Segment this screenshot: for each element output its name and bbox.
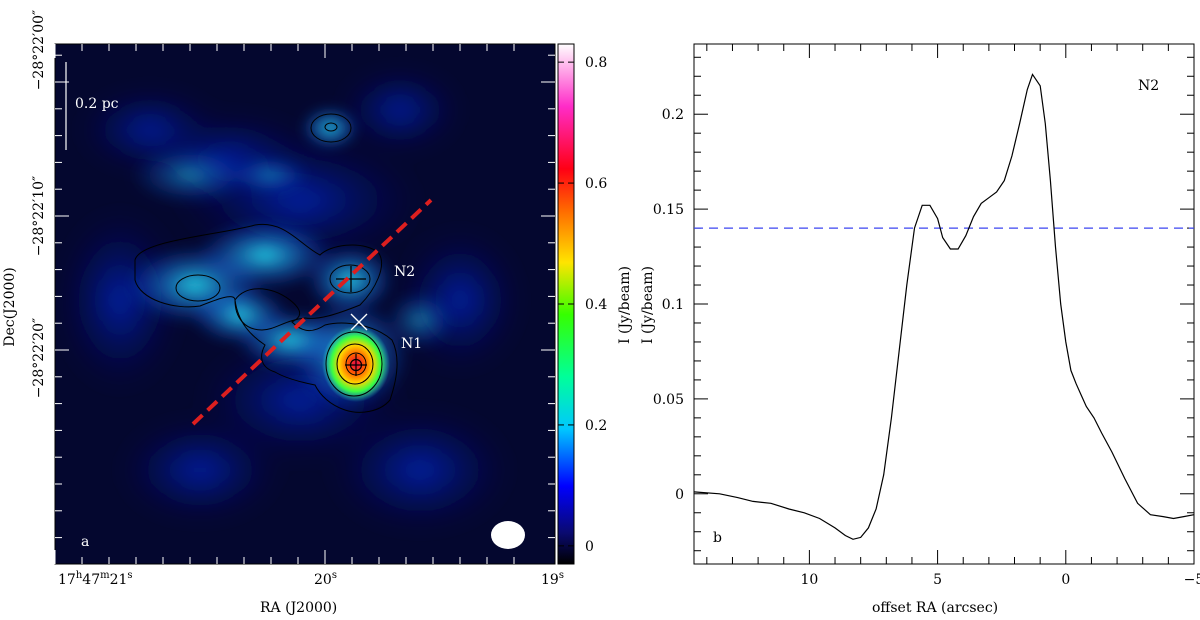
panel-b-label: b: [713, 530, 722, 546]
profile-x-tick-label: 10: [800, 572, 818, 588]
intensity-map: [55, 44, 555, 564]
ra-tick-label-21: 17h47m21s: [58, 570, 133, 588]
dec-tick-label-10: −28°22′10″: [31, 176, 47, 257]
profile-title: N2: [1138, 78, 1159, 94]
colorbar-tick-label: 0.2: [585, 418, 607, 434]
profile-x-axis-label: offset RA (arcsec): [872, 600, 998, 616]
ra-h: 17: [58, 572, 76, 588]
ra-s: 20: [314, 572, 332, 588]
profile-y-tick-label: 0.05: [653, 392, 684, 408]
dec-tick-label-20: −28°22′20″: [31, 318, 47, 399]
profile-y-tick-label: 0: [675, 487, 684, 503]
colorbar-ticks: 0 0.2 0.4 0.6 0.8: [558, 55, 607, 555]
profile-x-tick-label: 0: [1061, 572, 1070, 588]
profile-frame: [693, 43, 1195, 565]
ra-h-unit: h: [76, 570, 83, 581]
x-marker: [350, 313, 368, 331]
colorbar-label: I (Jy/beam): [617, 266, 633, 344]
map-panel: 0.2 pc a N2 N1 17h47m21s 20s 19s RA (J20…: [2, 10, 633, 616]
ra-s-unit: s: [332, 570, 337, 581]
ra-axis-label: RA (J2000): [260, 600, 337, 616]
ra-s: 19: [541, 572, 559, 588]
n2-source-label: N2: [394, 264, 415, 280]
ra-m: 47: [82, 572, 100, 588]
dec-tick-label-00: −28°22′00″: [31, 10, 47, 91]
ra-s-unit: s: [559, 570, 564, 581]
contours: [134, 113, 398, 413]
source-markers: [336, 266, 368, 376]
profile-panel: 10 5 0 −5 0 0.05 0.1 0.15 0.2 N2 b offset RA (ar…: [640, 43, 1200, 616]
dec-axis-label: Dec(J2000): [2, 267, 18, 347]
profile-y-axis-label: I (Jy/beam): [640, 266, 656, 344]
ra-s: 21: [110, 572, 128, 588]
ra-m-unit: m: [100, 570, 110, 581]
n1-source-label: N1: [401, 336, 422, 352]
profile-x-tick-label: 5: [933, 572, 942, 588]
colorbar-tick-label: 0.8: [585, 55, 607, 71]
profile-y-tick-label: 0.15: [653, 202, 684, 218]
colorbar-tick-label: 0.4: [585, 297, 607, 313]
colorbar-tick-label: 0: [585, 539, 594, 555]
n1-circle-plus-marker: [345, 354, 367, 376]
map-ticks: [54, 44, 555, 564]
panel-a-label: a: [81, 534, 89, 550]
background-emission: [60, 70, 520, 530]
ra-tick-label-20: 20s: [314, 570, 337, 588]
svg-text:19s: 19s: [541, 570, 564, 588]
cut-line: [191, 198, 433, 426]
beam-ellipse: [491, 521, 525, 549]
n2-plus-marker: [336, 266, 366, 292]
svg-text:17h47m21s: 17h47m21s: [58, 570, 133, 588]
map-frame: [54, 43, 556, 565]
ra-tick-label-19: 19s: [541, 570, 564, 588]
profile-x-tick-label: −5: [1184, 572, 1200, 588]
svg-text:20s: 20s: [314, 570, 337, 588]
colorbar-tick-label: 0.6: [585, 176, 607, 192]
profile-series-line: [693, 73, 1195, 540]
scale-bar-label: 0.2 pc: [75, 96, 119, 112]
ra-s-unit: s: [127, 570, 132, 581]
profile-ticks: 10 5 0 −5 0 0.05 0.1 0.15 0.2: [653, 44, 1200, 588]
profile-y-tick-label: 0.2: [662, 107, 684, 123]
profile-y-tick-label: 0.1: [662, 297, 684, 313]
